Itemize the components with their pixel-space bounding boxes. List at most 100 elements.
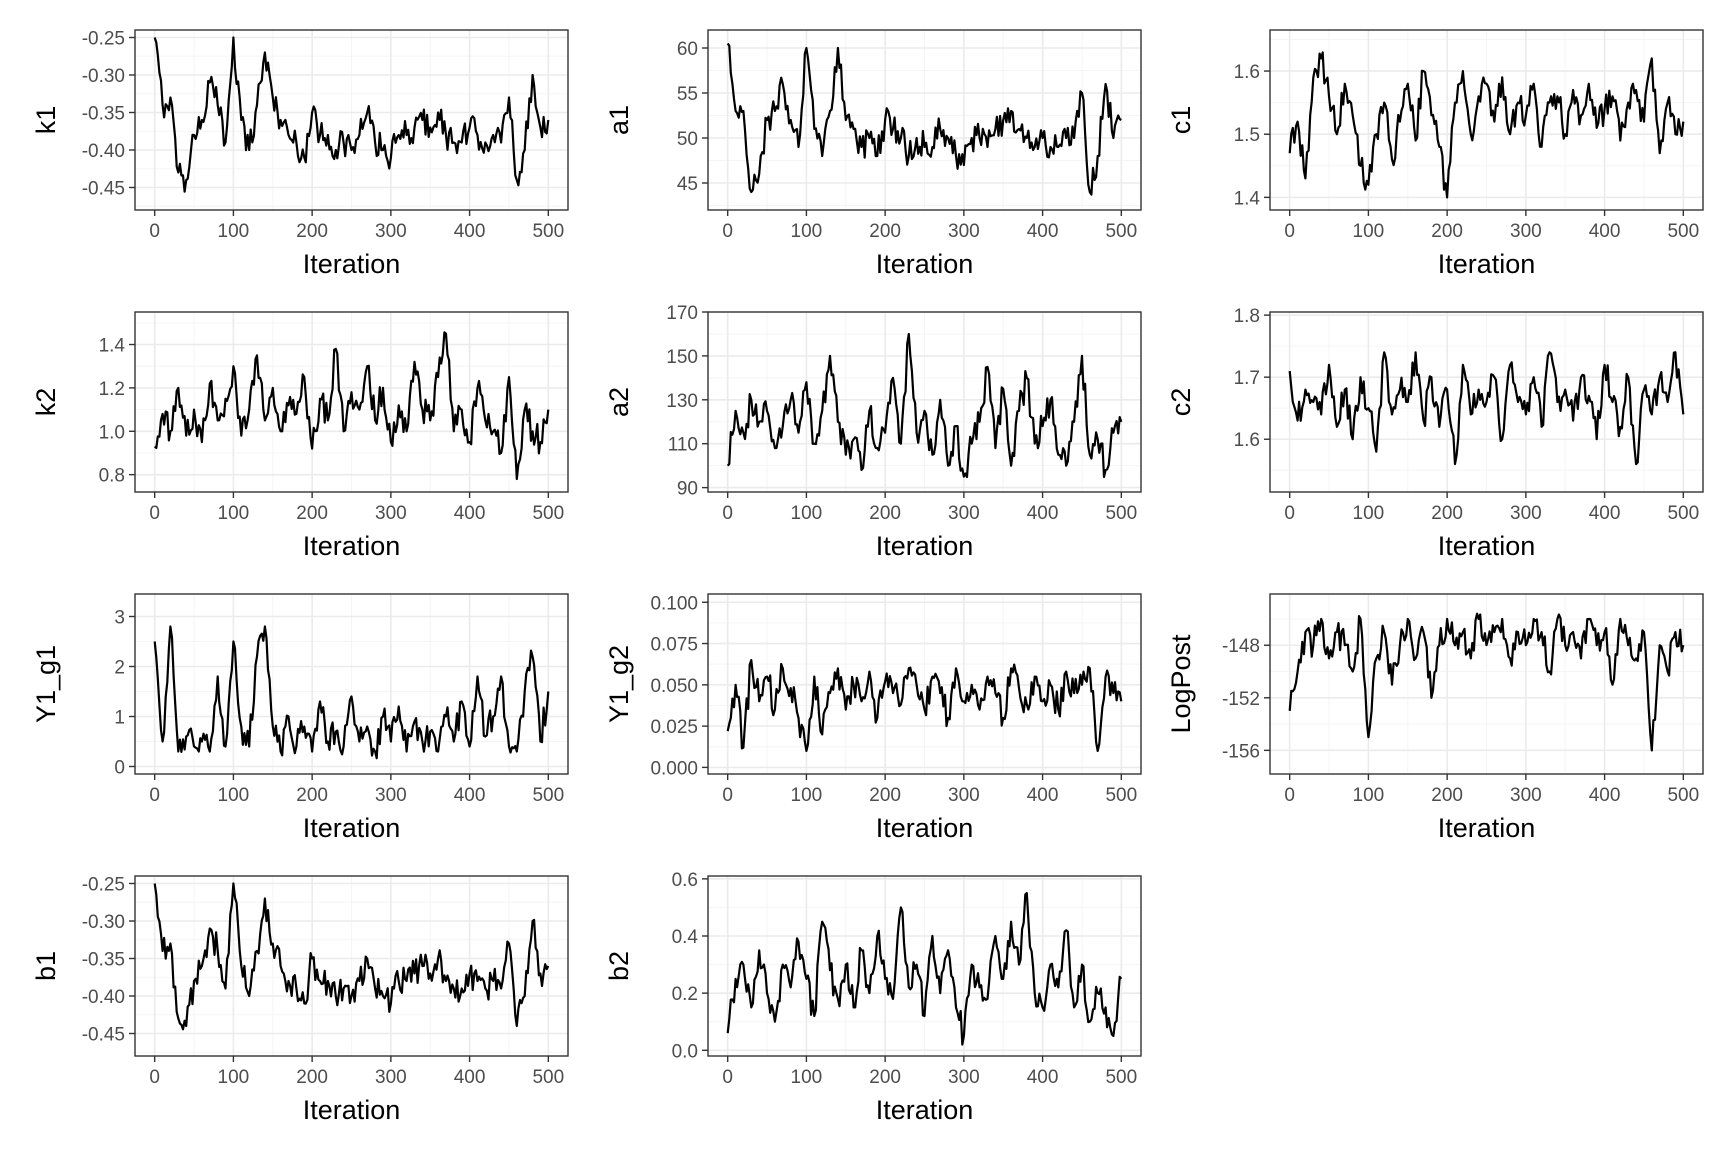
y-tick-label: 0.2 bbox=[672, 984, 698, 1005]
y-tick-label: 0.6 bbox=[672, 870, 698, 891]
panel-c2: 0 100 200 300 400 500 1.6 1.7 1.8 Iteration c2 bbox=[1166, 306, 1704, 561]
y-axis-title: b1 bbox=[31, 951, 61, 981]
y-axis-title: a1 bbox=[604, 105, 634, 135]
x-tick-label: 500 bbox=[1667, 221, 1699, 242]
x-tick-label: 500 bbox=[1105, 503, 1137, 524]
x-axis-title: Iteration bbox=[876, 249, 974, 279]
x-tick-label: 400 bbox=[1589, 785, 1621, 806]
x-tick-label: 200 bbox=[1431, 221, 1463, 242]
x-tick-label: 200 bbox=[1431, 503, 1463, 524]
y-tick-label: 170 bbox=[666, 303, 698, 324]
x-tick-label: 100 bbox=[218, 785, 250, 806]
y-tick-label: -0.30 bbox=[82, 66, 125, 87]
y-tick-label: -0.25 bbox=[82, 29, 125, 50]
trace-line-Y1_g2 bbox=[726, 659, 1123, 752]
x-tick-label: 500 bbox=[1105, 1067, 1137, 1088]
y-tick-label: 1.8 bbox=[1234, 306, 1260, 327]
x-tick-label: 200 bbox=[869, 785, 901, 806]
x-tick-label: 100 bbox=[218, 1067, 250, 1088]
x-tick-label: 500 bbox=[1667, 785, 1699, 806]
y-tick-label: -0.25 bbox=[82, 875, 125, 896]
y-tick-label: 50 bbox=[677, 129, 698, 150]
y-tick-label: 1.5 bbox=[1234, 125, 1260, 146]
y-tick-label: 1.6 bbox=[1234, 62, 1260, 83]
y-axis-title: c1 bbox=[1166, 106, 1196, 135]
x-tick-label: 500 bbox=[532, 221, 564, 242]
y-axis-title: a2 bbox=[604, 387, 634, 417]
y-tick-label: 45 bbox=[677, 174, 698, 195]
y-tick-label: -0.35 bbox=[82, 104, 125, 125]
x-tick-label: 300 bbox=[375, 785, 407, 806]
y-axis-title: c2 bbox=[1166, 388, 1196, 417]
x-tick-label: 0 bbox=[722, 785, 733, 806]
x-tick-label: 200 bbox=[296, 503, 328, 524]
x-axis-title: Iteration bbox=[876, 1095, 974, 1125]
y-tick-label: 1 bbox=[114, 708, 125, 729]
y-tick-label: 0.0 bbox=[672, 1041, 698, 1062]
y-tick-label: 3 bbox=[114, 608, 125, 629]
y-axis-title: b2 bbox=[604, 951, 634, 981]
panel-border bbox=[134, 875, 569, 1057]
x-tick-label: 400 bbox=[1027, 221, 1059, 242]
x-tick-label: 200 bbox=[296, 1067, 328, 1088]
trace-line-a1 bbox=[726, 42, 1122, 196]
x-tick-label: 100 bbox=[218, 503, 250, 524]
x-axis-title: Iteration bbox=[1438, 249, 1536, 279]
y-axis-title: LogPost bbox=[1166, 634, 1196, 734]
panel-a1: 0 100 200 300 400 500 45 50 55 60 Iteration a1 bbox=[604, 29, 1142, 279]
x-tick-label: 100 bbox=[1353, 785, 1385, 806]
x-axis-title: Iteration bbox=[1438, 813, 1536, 843]
panel-border bbox=[707, 29, 1142, 211]
y-tick-label: 60 bbox=[677, 39, 698, 60]
panel-border bbox=[134, 29, 569, 211]
x-tick-label: 300 bbox=[1510, 503, 1542, 524]
x-tick-label: 200 bbox=[1431, 785, 1463, 806]
y-tick-label: 1.7 bbox=[1234, 368, 1260, 389]
y-tick-label: 2 bbox=[114, 658, 125, 679]
x-tick-label: 500 bbox=[1105, 785, 1137, 806]
x-tick-label: 400 bbox=[1589, 503, 1621, 524]
x-tick-label: 500 bbox=[1105, 221, 1137, 242]
panel-border bbox=[1269, 29, 1704, 211]
x-axis-title: Iteration bbox=[1438, 531, 1536, 561]
panel-Y1_g2: 0 100 200 300 400 500 0.000 0.025 0.050 0.075 0.10… bbox=[604, 593, 1142, 843]
y-tick-label: 0.050 bbox=[650, 676, 698, 697]
x-tick-label: 0 bbox=[1284, 221, 1295, 242]
x-tick-label: 400 bbox=[454, 503, 486, 524]
panel-LogPost: 0 100 200 300 400 500 -156 -152 -148 Iteration Log… bbox=[1166, 593, 1704, 843]
x-tick-label: 0 bbox=[149, 503, 160, 524]
panel-border bbox=[134, 593, 569, 775]
x-tick-label: 200 bbox=[869, 1067, 901, 1088]
trace-line-Y1_g1 bbox=[153, 625, 550, 760]
x-tick-label: 500 bbox=[1667, 503, 1699, 524]
panel-b2: 0 100 200 300 400 500 0.0 0.2 0.4 0.6 Iteration b2 bbox=[604, 870, 1142, 1125]
y-axis-title: Y1_g2 bbox=[604, 645, 634, 723]
x-tick-label: 0 bbox=[149, 785, 160, 806]
y-tick-label: -156 bbox=[1222, 741, 1260, 762]
x-tick-label: 400 bbox=[1027, 785, 1059, 806]
x-axis-title: Iteration bbox=[303, 249, 401, 279]
x-tick-label: 300 bbox=[1510, 785, 1542, 806]
x-tick-label: 0 bbox=[149, 221, 160, 242]
x-tick-label: 100 bbox=[218, 221, 250, 242]
y-tick-label: 0.025 bbox=[650, 717, 698, 738]
x-tick-label: 100 bbox=[1353, 221, 1385, 242]
y-tick-label: 1.0 bbox=[99, 422, 125, 443]
y-tick-label: 110 bbox=[668, 435, 698, 456]
x-tick-label: 100 bbox=[791, 785, 823, 806]
trace-line-k2 bbox=[153, 331, 550, 481]
panel-b1: 0 100 200 300 400 500 -0.45 -0.40 -0.35 -0.30 -0.2… bbox=[31, 875, 569, 1125]
x-tick-label: 100 bbox=[791, 1067, 823, 1088]
x-axis-title: Iteration bbox=[303, 1095, 401, 1125]
y-tick-label: 150 bbox=[666, 347, 698, 368]
x-tick-label: 100 bbox=[1353, 503, 1385, 524]
x-tick-label: 300 bbox=[375, 221, 407, 242]
y-tick-label: 55 bbox=[677, 84, 698, 105]
trace-line-b2 bbox=[726, 892, 1123, 1046]
x-tick-label: 300 bbox=[375, 503, 407, 524]
y-tick-label: -148 bbox=[1222, 636, 1260, 657]
y-tick-label: 0.000 bbox=[650, 758, 698, 779]
y-tick-label: 1.2 bbox=[99, 379, 125, 400]
y-tick-label: 90 bbox=[677, 479, 698, 500]
